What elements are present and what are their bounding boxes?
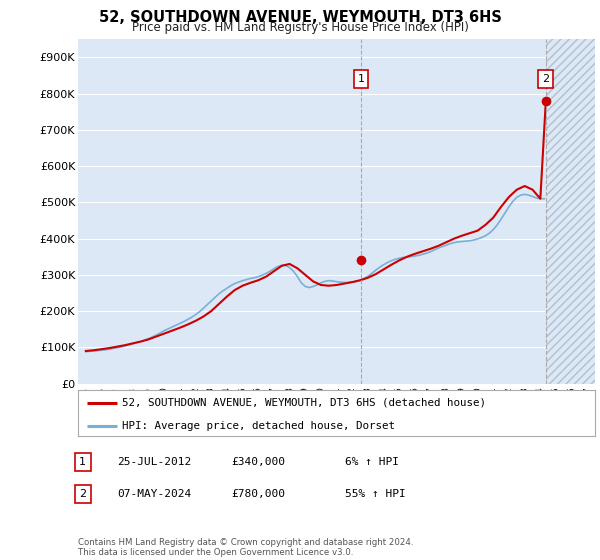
Bar — [546, 39, 595, 384]
Text: Price paid vs. HM Land Registry's House Price Index (HPI): Price paid vs. HM Land Registry's House … — [131, 21, 469, 34]
Text: 2: 2 — [542, 74, 550, 84]
Text: 52, SOUTHDOWN AVENUE, WEYMOUTH, DT3 6HS (detached house): 52, SOUTHDOWN AVENUE, WEYMOUTH, DT3 6HS … — [122, 398, 486, 408]
Text: 1: 1 — [79, 457, 86, 467]
Text: HPI: Average price, detached house, Dorset: HPI: Average price, detached house, Dors… — [122, 421, 395, 431]
Text: 07-MAY-2024: 07-MAY-2024 — [117, 489, 191, 499]
Text: Contains HM Land Registry data © Crown copyright and database right 2024.
This d: Contains HM Land Registry data © Crown c… — [78, 538, 413, 557]
Text: 52, SOUTHDOWN AVENUE, WEYMOUTH, DT3 6HS: 52, SOUTHDOWN AVENUE, WEYMOUTH, DT3 6HS — [98, 10, 502, 25]
Text: £340,000: £340,000 — [231, 457, 285, 467]
Text: 1: 1 — [358, 74, 365, 84]
Text: £780,000: £780,000 — [231, 489, 285, 499]
Text: 2: 2 — [79, 489, 86, 499]
Text: 25-JUL-2012: 25-JUL-2012 — [117, 457, 191, 467]
Text: 6% ↑ HPI: 6% ↑ HPI — [345, 457, 399, 467]
Text: 55% ↑ HPI: 55% ↑ HPI — [345, 489, 406, 499]
